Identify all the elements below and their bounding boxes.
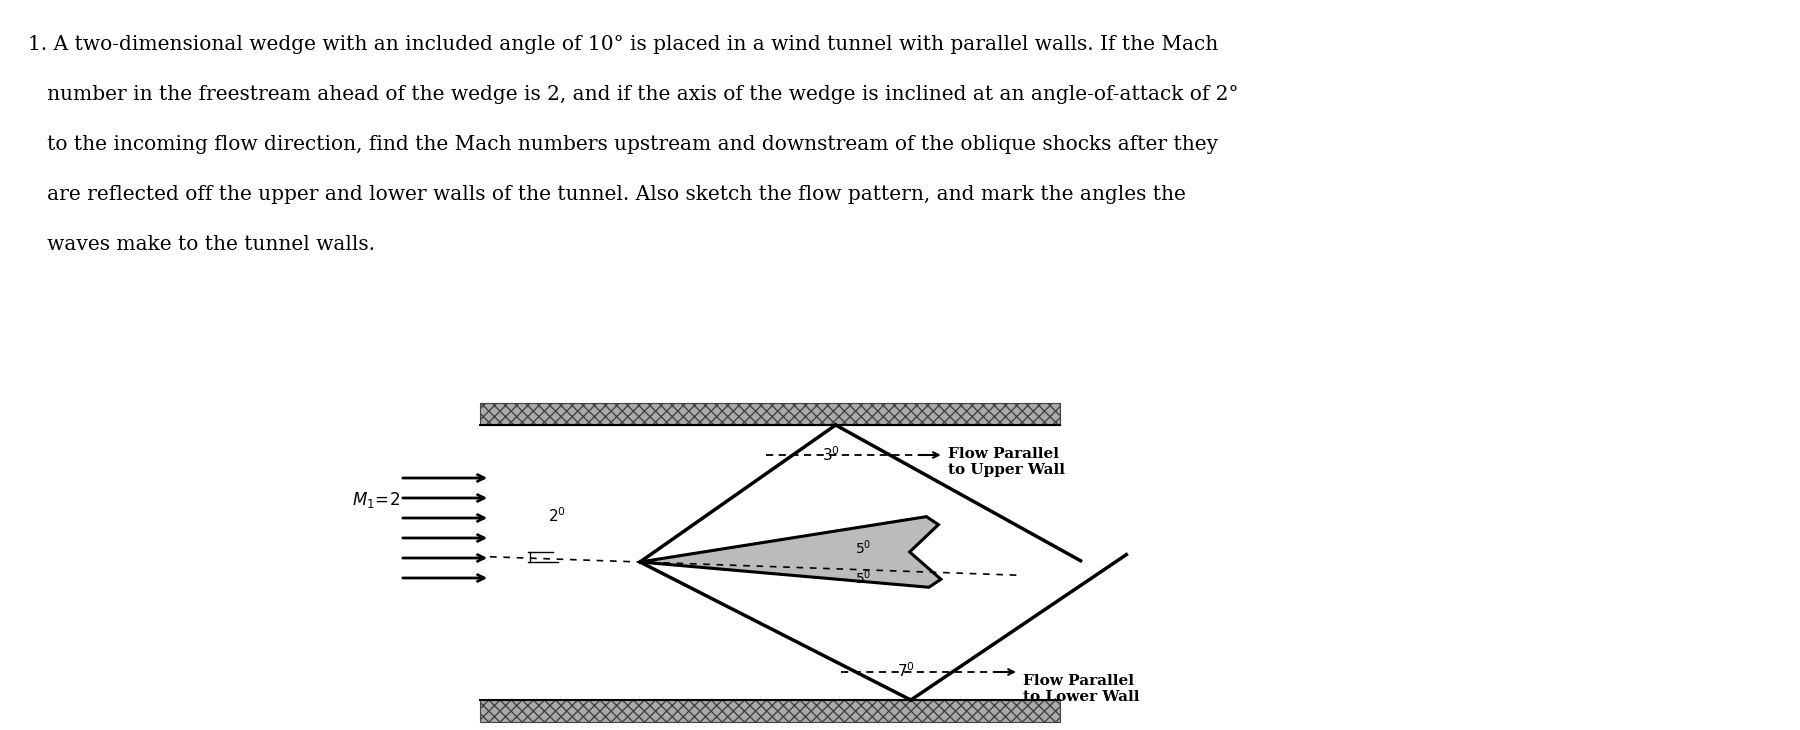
Text: to the incoming flow direction, find the Mach numbers upstream and downstream of: to the incoming flow direction, find the… bbox=[29, 135, 1219, 154]
Text: Flow Parallel
to Upper Wall: Flow Parallel to Upper Wall bbox=[947, 447, 1064, 477]
Text: $3^0$: $3^0$ bbox=[821, 445, 839, 464]
Text: $2^0$: $2^0$ bbox=[547, 507, 565, 526]
Text: $5^0$: $5^0$ bbox=[855, 539, 871, 557]
Bar bbox=[481, 700, 1060, 722]
Text: 1. A two-dimensional wedge with an included angle of 10° is placed in a wind tun: 1. A two-dimensional wedge with an inclu… bbox=[29, 35, 1219, 54]
Text: $7^0$: $7^0$ bbox=[896, 661, 914, 680]
Text: waves make to the tunnel walls.: waves make to the tunnel walls. bbox=[29, 235, 374, 254]
Bar bbox=[481, 403, 1060, 425]
Text: $5^0$: $5^0$ bbox=[855, 569, 871, 588]
Text: Flow Parallel
to Lower Wall: Flow Parallel to Lower Wall bbox=[1022, 674, 1139, 704]
Polygon shape bbox=[641, 517, 941, 587]
Text: number in the freestream ahead of the wedge is 2, and if the axis of the wedge i: number in the freestream ahead of the we… bbox=[29, 85, 1238, 104]
Text: are reflected off the upper and lower walls of the tunnel. Also sketch the flow : are reflected off the upper and lower wa… bbox=[29, 185, 1186, 204]
Text: $M_1\!=\!2$: $M_1\!=\!2$ bbox=[353, 490, 400, 510]
